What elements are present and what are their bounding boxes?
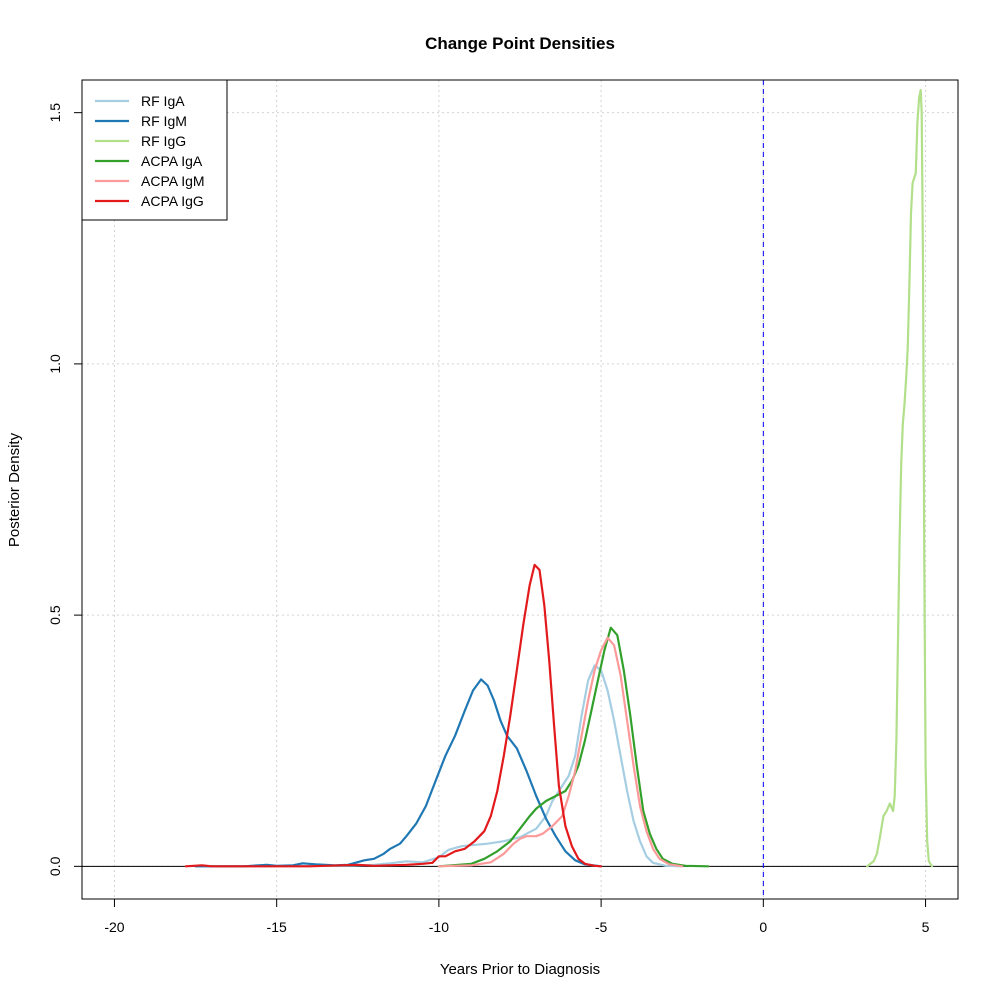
series-line-acpa-igm [437, 636, 684, 868]
x-tick-label-4: 0 [759, 919, 767, 935]
legend-box [81, 79, 228, 221]
legend-label-0: RF IgA [141, 93, 185, 109]
legend-label-3: ACPA IgA [141, 153, 203, 169]
legend-label-4: ACPA IgM [141, 173, 205, 189]
x-tick-label-2: -10 [429, 919, 449, 935]
y-tick-label-2: 1.0 [47, 354, 63, 374]
y-tick-label-0: 0.0 [47, 856, 63, 876]
chart-title: Change Point Densities [425, 34, 615, 53]
series-line-rf-igm [194, 678, 603, 868]
series-layer [184, 88, 934, 868]
legend-label-5: ACPA IgG [141, 193, 204, 209]
series-line-rf-igg [866, 88, 934, 868]
y-tick-label-1: 0.5 [47, 605, 63, 625]
x-tick-label-5: 5 [922, 919, 930, 935]
x-tick-label-1: -15 [267, 919, 287, 935]
y-axis-label: Posterior Density [6, 432, 23, 547]
x-axis-label: Years Prior to Diagnosis [440, 961, 600, 978]
y-tick-label-3: 1.5 [47, 103, 63, 123]
y-axis: 0.0 0.5 1.0 1.5 [47, 103, 83, 876]
series-line-acpa-igg [184, 563, 603, 868]
legend-label-1: RF IgM [141, 113, 187, 129]
x-tick-label-3: -5 [595, 919, 608, 935]
series-line-acpa-iga [437, 626, 710, 868]
legend-label-2: RF IgG [141, 133, 186, 149]
x-tick-label-0: -20 [104, 919, 124, 935]
legend: RF IgA RF IgM RF IgG ACPA IgA ACPA IgM ACPA I… [81, 79, 228, 221]
x-axis: -20 -15 -10 -5 0 5 [104, 898, 930, 935]
series-line-rf-iga [194, 664, 684, 868]
